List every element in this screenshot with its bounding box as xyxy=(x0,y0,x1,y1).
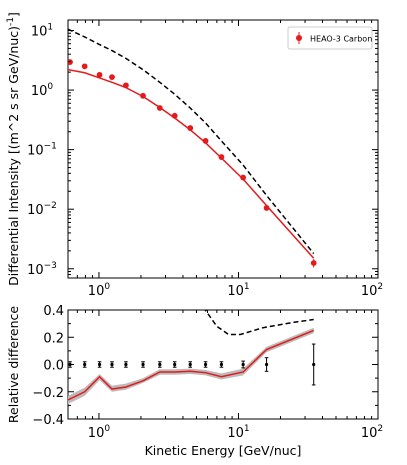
top-axis-ticks: 100 101 102 10−3 10−2 10−1 100 101 xyxy=(27,20,383,299)
bottom-data-point xyxy=(110,362,114,367)
top-data-point xyxy=(81,63,88,70)
legend: HEAO-3 Carbon xyxy=(287,26,373,50)
legend-marker-point xyxy=(296,35,302,41)
bottom-data-point xyxy=(203,362,208,367)
bottom-data-point xyxy=(173,362,177,367)
bottom-x-tick-label: 101 xyxy=(227,424,249,441)
top-x-tick-label: 101 xyxy=(227,282,249,299)
bottom-data-point xyxy=(241,362,245,367)
bottom-data-point xyxy=(97,362,102,367)
top-data-point xyxy=(310,260,317,266)
top-y-tick-label: 100 xyxy=(31,82,54,99)
bottom-data-point xyxy=(312,362,316,367)
top-y-tick-label: 10−2 xyxy=(27,201,57,218)
bottom-y-tick-label: −0.2 xyxy=(32,386,64,401)
bottom-data-point xyxy=(124,362,128,367)
top-solid-line xyxy=(68,68,315,259)
top-dashed-line xyxy=(68,28,315,255)
bottom-x-tick-label: 102 xyxy=(361,424,383,441)
top-y-tick-label: 10−3 xyxy=(27,261,57,278)
legend-box xyxy=(287,26,373,50)
top-panel: 100 101 102 10−3 10−2 10−1 100 101 Differential… xyxy=(6,12,383,299)
top-x-tick-label: 100 xyxy=(88,282,111,299)
bottom-panel: 100 101 102 −0.4 −0.2 0.0 0.2 0.4 Relative diff… xyxy=(6,304,383,458)
bottom-y-tick-label: −0.4 xyxy=(32,413,64,428)
top-data-point xyxy=(240,174,247,181)
bottom-x-tick-label: 100 xyxy=(88,424,111,441)
top-plot-marks xyxy=(68,28,317,268)
top-y-tick-label: 101 xyxy=(31,22,53,39)
top-x-tick-label: 102 xyxy=(361,282,383,299)
bottom-y-tick-label: 0.4 xyxy=(43,304,64,319)
top-y-tick-label: 10−1 xyxy=(27,142,57,159)
bottom-plot-marks xyxy=(68,310,316,405)
bottom-solid-line xyxy=(68,329,314,401)
bottom-data-point xyxy=(264,362,269,367)
x-axis-label: Kinetic Energy [GeV/nuc] xyxy=(145,443,302,458)
bottom-data-point xyxy=(188,362,192,367)
bottom-dashed-line xyxy=(204,310,314,336)
bottom-y-axis-label: Relative difference xyxy=(6,306,21,423)
top-y-axis-label: Differential Intensity [(m^2 s sr GeV/nu… xyxy=(6,12,21,286)
top-data-point xyxy=(96,71,103,78)
bottom-data-point xyxy=(141,362,145,367)
top-plot-frame xyxy=(67,19,379,279)
bottom-axis-ticks: 100 101 102 −0.4 −0.2 0.0 0.2 0.4 xyxy=(32,304,383,441)
bottom-y-tick-label: 0.2 xyxy=(43,331,64,346)
legend-label: HEAO-3 Carbon xyxy=(310,35,372,44)
bottom-data-point xyxy=(83,362,87,367)
bottom-data-point xyxy=(219,362,224,367)
bottom-y-tick-label: 0.0 xyxy=(43,359,64,374)
top-data-point xyxy=(109,74,115,81)
bottom-data-point xyxy=(158,362,162,367)
